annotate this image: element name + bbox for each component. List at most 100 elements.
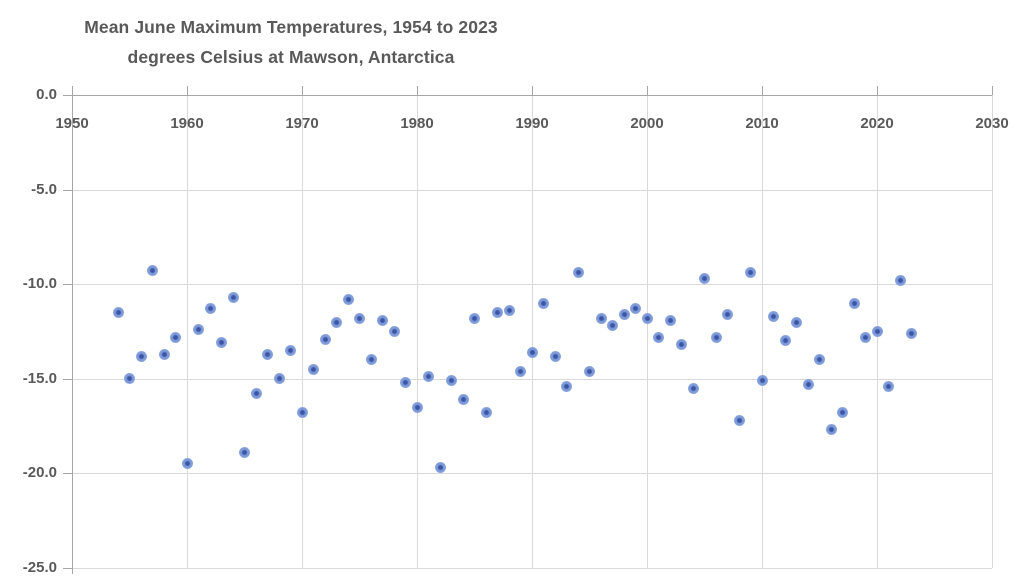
x-gridline xyxy=(532,95,533,568)
data-point xyxy=(664,314,676,326)
data-point xyxy=(342,293,354,305)
y-axis-tick-label: -5.0 xyxy=(31,180,57,198)
data-point xyxy=(158,348,170,360)
data-point xyxy=(193,324,204,336)
x-gridline xyxy=(992,95,993,568)
x-axis-tick xyxy=(302,86,303,95)
data-point xyxy=(802,378,814,390)
x-axis-line xyxy=(72,95,992,96)
data-point xyxy=(170,331,181,343)
x-gridline xyxy=(647,95,648,568)
data-point xyxy=(653,331,664,343)
x-gridline xyxy=(302,95,303,568)
y-axis-tick-label: -15.0 xyxy=(22,369,57,387)
data-point xyxy=(204,303,216,315)
x-axis-tick xyxy=(647,86,648,95)
y-axis-tick xyxy=(63,568,72,569)
data-point xyxy=(457,394,469,406)
data-point xyxy=(377,314,388,326)
data-point xyxy=(814,354,825,366)
data-point xyxy=(227,291,239,303)
x-axis-tick-label: 1970 xyxy=(285,115,319,132)
y-axis-tick xyxy=(63,473,72,475)
chart-title-line-2: degrees Celsius at Mawson, Antarctica xyxy=(127,47,455,67)
data-point xyxy=(319,333,331,345)
data-point xyxy=(400,377,411,389)
data-point xyxy=(791,316,802,328)
data-point xyxy=(837,407,848,419)
data-point xyxy=(722,308,733,320)
data-point xyxy=(423,371,434,383)
data-point xyxy=(503,305,515,317)
data-point xyxy=(745,267,756,279)
data-point xyxy=(883,380,894,392)
x-gridline xyxy=(762,95,763,568)
x-axis-tick-label: 2010 xyxy=(745,115,779,132)
data-point xyxy=(526,346,538,358)
x-gridline xyxy=(187,95,188,568)
data-point xyxy=(273,373,285,385)
data-point xyxy=(871,326,883,337)
data-point xyxy=(710,331,722,343)
y-axis-tick xyxy=(63,95,72,96)
data-point xyxy=(181,458,193,470)
data-point xyxy=(676,339,687,351)
data-point xyxy=(607,320,618,332)
data-point xyxy=(124,373,135,385)
data-point xyxy=(630,303,641,315)
y-axis-tick xyxy=(63,378,72,380)
data-point xyxy=(331,316,342,328)
data-point xyxy=(860,331,871,343)
data-point xyxy=(296,407,308,419)
x-axis-tick xyxy=(417,86,418,95)
x-axis-tick-label: 1980 xyxy=(400,115,434,132)
data-point xyxy=(538,297,549,309)
x-axis-tick xyxy=(532,86,533,95)
data-point xyxy=(894,274,906,286)
data-point xyxy=(687,382,699,394)
x-axis-tick-label: 1990 xyxy=(515,115,549,132)
x-axis-tick xyxy=(877,86,878,95)
x-axis-tick-label: 1960 xyxy=(170,115,204,132)
data-point xyxy=(250,388,262,400)
data-point xyxy=(411,401,423,413)
data-point xyxy=(365,354,377,366)
data-point xyxy=(641,312,653,324)
data-point xyxy=(388,326,400,337)
data-point xyxy=(515,365,526,377)
data-point xyxy=(756,375,768,387)
data-point xyxy=(733,414,745,426)
x-axis-tick-label: 2000 xyxy=(630,115,664,132)
data-point xyxy=(480,407,492,419)
data-point xyxy=(549,350,561,362)
chart-title-line-1: Mean June Maximum Temperatures, 1954 to … xyxy=(84,17,498,37)
y-axis-tick xyxy=(63,284,72,286)
chart-title: Mean June Maximum Temperatures, 1954 to … xyxy=(28,12,554,72)
data-point xyxy=(354,312,365,324)
data-point xyxy=(825,424,837,436)
data-point xyxy=(112,307,124,319)
data-point xyxy=(906,327,917,339)
data-point xyxy=(618,308,630,320)
data-point xyxy=(308,363,319,375)
x-axis-tick xyxy=(762,86,763,95)
y-axis-line xyxy=(72,86,73,574)
data-point xyxy=(768,310,779,322)
x-axis-tick-label: 2020 xyxy=(860,115,894,132)
y-axis-tick-label: 0.0 xyxy=(36,86,57,103)
x-axis-tick xyxy=(992,86,993,95)
data-point xyxy=(469,312,480,324)
y-axis-tick-label: -25.0 xyxy=(22,559,57,576)
data-point xyxy=(239,447,250,459)
data-point xyxy=(446,375,457,387)
data-point xyxy=(584,365,595,377)
x-axis-tick-label: 2030 xyxy=(975,115,1009,132)
data-point xyxy=(262,348,273,360)
x-gridline xyxy=(417,95,418,568)
data-point xyxy=(572,267,584,279)
y-axis-tick-label: -20.0 xyxy=(22,464,57,482)
y-gridline xyxy=(72,568,992,569)
data-point xyxy=(699,273,710,285)
data-point xyxy=(595,312,607,324)
